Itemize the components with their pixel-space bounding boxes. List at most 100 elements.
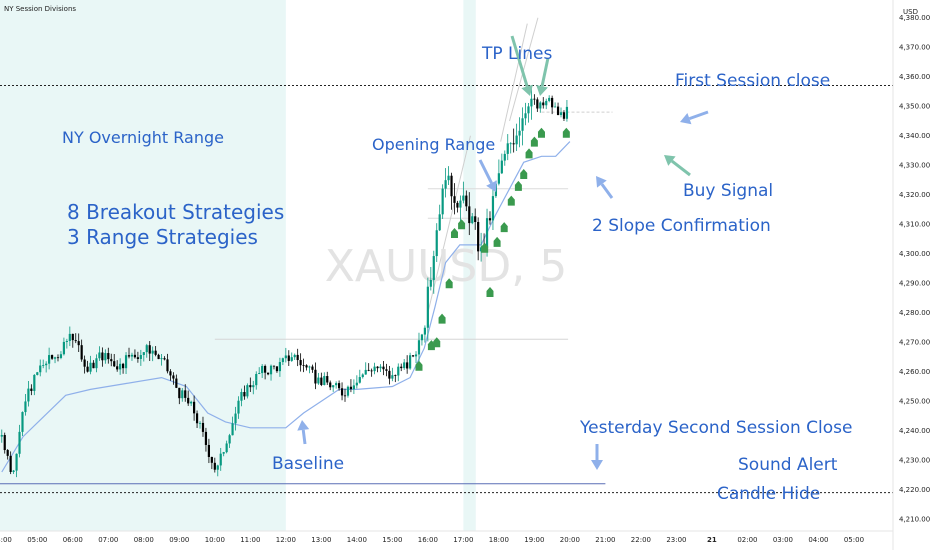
candle [27, 381, 30, 407]
candle [255, 371, 258, 390]
candle-body [551, 97, 554, 108]
candle-body [485, 218, 489, 248]
candle [216, 464, 219, 477]
candle [92, 360, 95, 369]
candle-body [320, 377, 323, 385]
candle-body [258, 373, 261, 374]
candle-body [83, 359, 86, 367]
time-tick-label: 11:00 [240, 536, 260, 544]
range-strategies-label: 3 Range Strategies [67, 225, 258, 249]
candle-body [423, 327, 426, 335]
price-axis-ticks: 4,380.00 4,370.00 4,360.00 4,350.00 4,340.00… [899, 14, 930, 524]
time-tick-label: 09:00 [169, 536, 189, 544]
candle-body [142, 352, 145, 356]
candle-body [562, 112, 566, 119]
candle [12, 469, 15, 474]
candle [465, 190, 468, 212]
candle [515, 123, 518, 152]
candle [175, 374, 178, 389]
candle-body [50, 355, 54, 359]
candle [160, 353, 163, 366]
arrow-shaft [478, 159, 493, 184]
indicator-name[interactable]: NY Session Divisions [4, 5, 76, 13]
yesterday-close-label: Yesterday Second Session Close [579, 418, 852, 438]
candle-body [403, 362, 406, 369]
arrow-head [521, 84, 533, 96]
candle [246, 383, 249, 399]
candle [548, 95, 551, 103]
candle-body [352, 385, 355, 390]
candle [287, 350, 290, 366]
candle-body [65, 340, 68, 342]
candle-body [124, 355, 128, 369]
arrow-head [596, 176, 607, 188]
candle-body [80, 345, 83, 360]
candle-body [382, 366, 385, 370]
price-axis[interactable]: USD 4,380.00 4,370.00 4,360.00 4,350.00 4,34… [892, 0, 930, 550]
candle [62, 337, 66, 356]
candle [77, 333, 80, 353]
candle-body [364, 369, 367, 375]
candle-body [107, 353, 110, 360]
candle [290, 352, 293, 362]
candle-body [213, 462, 216, 470]
candle [116, 360, 119, 372]
candle-body [565, 106, 569, 119]
candle [553, 102, 557, 108]
candle-body [39, 365, 42, 373]
candle-body [326, 376, 329, 383]
candle-body [45, 363, 48, 366]
candle-body [539, 102, 542, 109]
price-tick-label: 4,250.00 [899, 398, 930, 406]
candle [56, 354, 60, 362]
candle-body [358, 377, 361, 383]
candle-body [512, 143, 515, 145]
buy-signal-marker [486, 287, 494, 298]
candle-body [441, 188, 444, 215]
candle [107, 347, 110, 364]
candle-body [145, 345, 148, 353]
candle [379, 364, 382, 373]
candle [249, 377, 252, 392]
candle-body [376, 366, 379, 369]
buy-signal-markers [415, 127, 570, 371]
candle [394, 374, 397, 383]
candle-body [237, 400, 240, 414]
candle [429, 266, 432, 291]
candle-body [92, 362, 95, 369]
candle-body [116, 366, 119, 370]
buy-signal-marker [433, 337, 441, 348]
candle-body [33, 374, 36, 391]
candle-body [311, 366, 314, 370]
candle [59, 351, 63, 360]
candle [133, 349, 137, 359]
candle-body [509, 143, 512, 145]
candle [559, 107, 563, 118]
candle [36, 371, 39, 376]
arrow-head [664, 155, 676, 166]
buy-signal-marker [520, 169, 528, 180]
time-axis[interactable]: 04:00 05:00 06:00 07:00 08:00 09:00 10:00 11:00… [0, 530, 893, 544]
candle-body [193, 401, 196, 414]
candle-body [518, 130, 521, 136]
candle-hide-label: Candle Hide [717, 484, 820, 504]
price-tick-label: 4,210.00 [899, 516, 930, 524]
slope-confirmation-arrow [596, 176, 614, 199]
buy-signal-marker [445, 278, 453, 289]
candle [195, 410, 199, 428]
buy-signal-marker [438, 313, 446, 324]
candle [346, 385, 350, 398]
candle [68, 326, 71, 347]
candle [148, 341, 151, 362]
candle-body [18, 431, 21, 454]
currency-label: USD [903, 8, 918, 16]
slope-confirmation-label: 2 Slope Confirmation [592, 216, 771, 236]
candle [414, 351, 418, 364]
candle [198, 421, 202, 429]
candle [169, 369, 172, 381]
candle [39, 359, 42, 377]
first-session-close-arrow [680, 110, 709, 125]
candle-body [62, 341, 66, 355]
candle [509, 142, 512, 154]
